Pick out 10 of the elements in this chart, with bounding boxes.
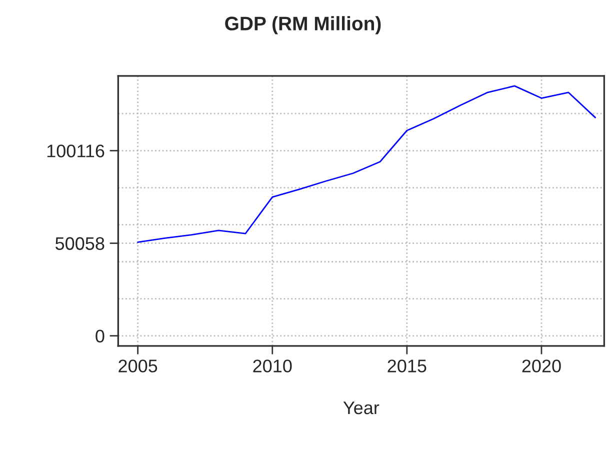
x-tick-label: 2005 bbox=[118, 360, 158, 372]
x-tick-label: 2010 bbox=[253, 360, 292, 372]
y-tick-label: 100116 bbox=[47, 144, 104, 158]
chart-title: GDP (RM Million) bbox=[225, 16, 381, 34]
line-series bbox=[137, 85, 596, 243]
x-tick-label: 2015 bbox=[388, 360, 426, 372]
x-axis-title: Year bbox=[343, 402, 380, 414]
y-tick-label: 50058 bbox=[55, 237, 104, 250]
y-tick-label: 0 bbox=[96, 330, 104, 343]
x-tick-label: 2020 bbox=[522, 360, 561, 372]
